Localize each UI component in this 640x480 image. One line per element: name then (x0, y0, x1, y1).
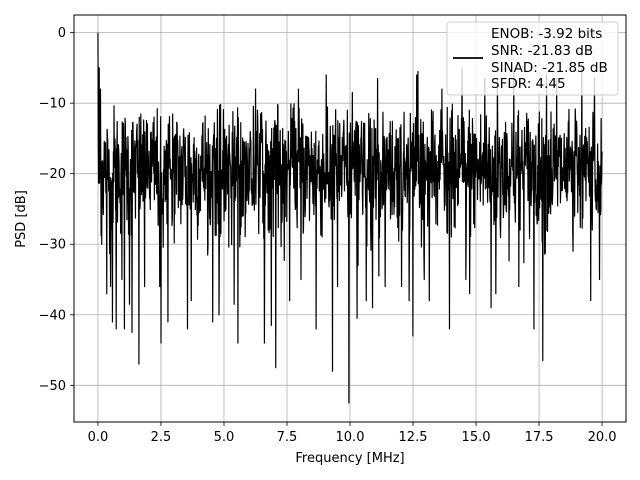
legend-entry-sinad: SINAD: -21.85 dB (491, 60, 608, 76)
x-tick-label: 0.0 (88, 430, 109, 445)
y-tick-label: −40 (39, 308, 66, 323)
x-tick-label: 17.5 (525, 430, 554, 445)
x-axis-label: Frequency [MHz] (295, 451, 404, 466)
plot-area (97, 32, 603, 404)
psd-series-line (97, 32, 603, 404)
x-tick-label: 10.0 (336, 430, 365, 445)
x-tick-label: 5.0 (214, 430, 235, 445)
x-tick-label: 12.5 (399, 430, 428, 445)
x-tick-label: 15.0 (462, 430, 491, 445)
y-axis: 0 −10 −20 −30 −40 −50 (39, 26, 74, 394)
legend-entry-snr: SNR: -21.83 dB (491, 43, 593, 59)
y-axis-label: PSD [dB] (14, 190, 29, 248)
y-tick-label: −30 (39, 238, 66, 253)
y-tick-label: −50 (39, 379, 66, 394)
y-tick-label: −10 (39, 97, 66, 112)
legend: ENOB: -3.92 bits SNR: -21.83 dB SINAD: -… (446, 21, 619, 96)
legend-entry-enob: ENOB: -3.92 bits (491, 26, 602, 42)
x-tick-label: 2.5 (151, 430, 172, 445)
y-tick-label: −20 (39, 167, 66, 182)
legend-entry-sfdr: SFDR: 4.45 (491, 76, 566, 92)
x-axis: 0.0 2.5 5.0 7.5 10.0 12.5 15.0 17.5 20.0 (88, 422, 617, 445)
x-tick-label: 20.0 (588, 430, 617, 445)
x-tick-label: 7.5 (277, 430, 298, 445)
y-tick-label: 0 (58, 26, 66, 41)
legend-box (446, 21, 619, 96)
